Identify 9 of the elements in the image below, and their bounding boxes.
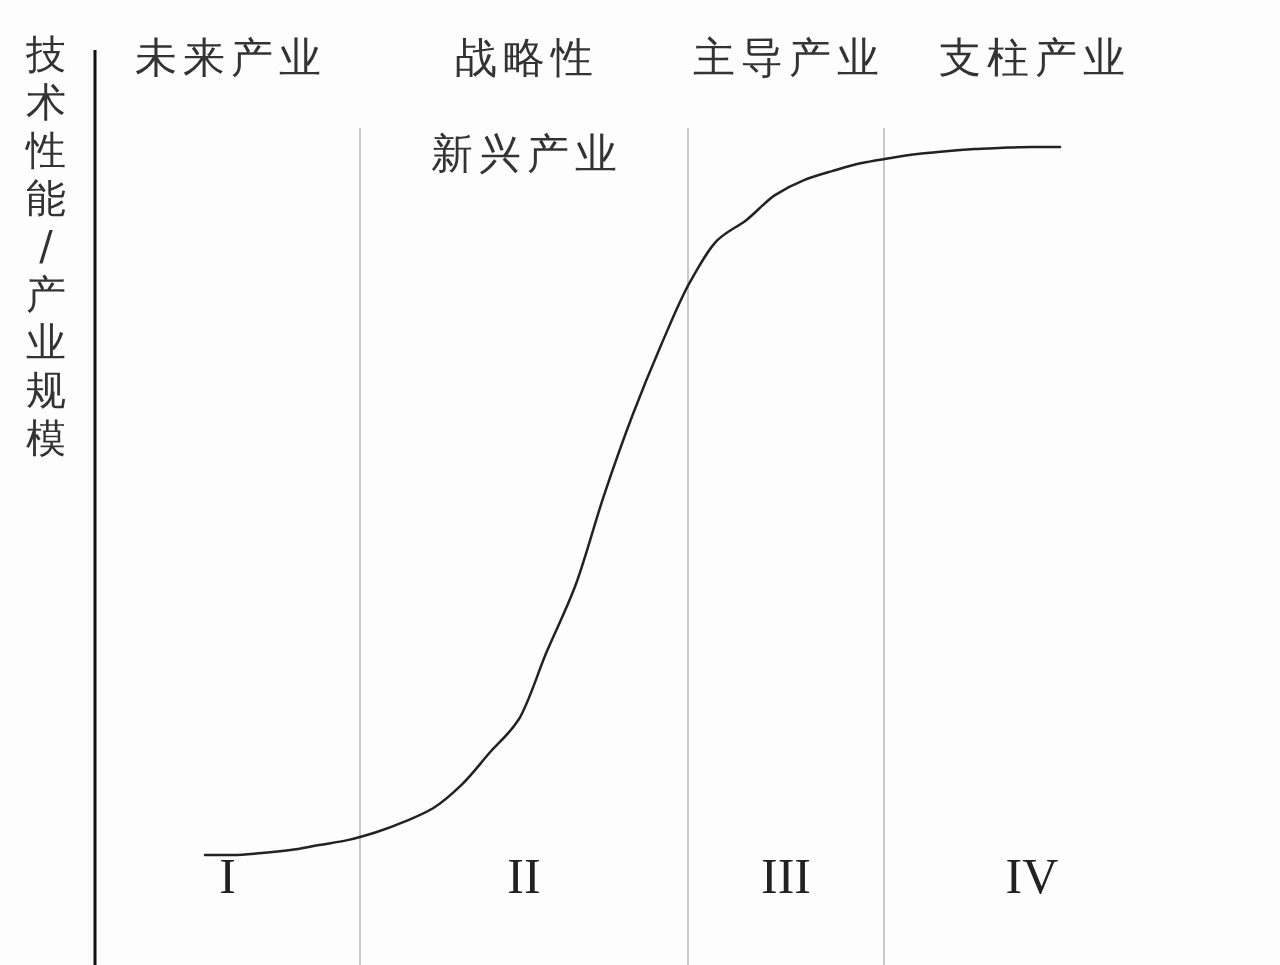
annotation: I <box>219 848 236 904</box>
annotation: 战略性新兴产业 <box>431 33 623 178</box>
annotation: IV <box>1005 848 1059 904</box>
annotation: II <box>507 848 541 904</box>
text: 技术性能/产业规模 <box>26 31 66 461</box>
text: 未来产业 <box>134 33 327 82</box>
text: 主导产业 <box>693 33 885 82</box>
annotation: III <box>761 848 811 904</box>
text: 支柱产业 <box>939 33 1131 82</box>
